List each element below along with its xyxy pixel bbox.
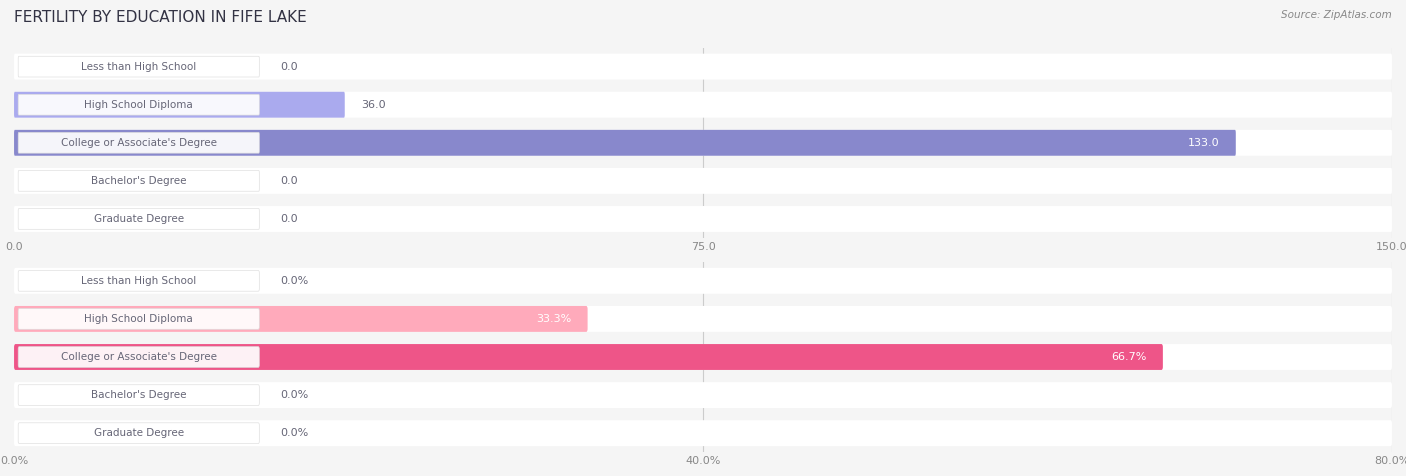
FancyBboxPatch shape	[18, 56, 259, 77]
Text: Graduate Degree: Graduate Degree	[94, 214, 184, 224]
Text: College or Associate's Degree: College or Associate's Degree	[60, 138, 217, 148]
Text: Source: ZipAtlas.com: Source: ZipAtlas.com	[1281, 10, 1392, 20]
Text: Bachelor's Degree: Bachelor's Degree	[91, 390, 187, 400]
Text: Graduate Degree: Graduate Degree	[94, 428, 184, 438]
FancyBboxPatch shape	[18, 308, 259, 329]
Text: 33.3%: 33.3%	[536, 314, 571, 324]
FancyBboxPatch shape	[18, 132, 259, 153]
FancyBboxPatch shape	[14, 92, 344, 118]
FancyBboxPatch shape	[18, 208, 259, 229]
FancyBboxPatch shape	[14, 130, 1236, 156]
Text: 66.7%: 66.7%	[1111, 352, 1146, 362]
FancyBboxPatch shape	[14, 420, 1392, 446]
Text: 133.0: 133.0	[1188, 138, 1219, 148]
FancyBboxPatch shape	[18, 94, 259, 115]
FancyBboxPatch shape	[14, 344, 1163, 370]
Text: 0.0%: 0.0%	[280, 428, 308, 438]
FancyBboxPatch shape	[14, 54, 1392, 79]
FancyBboxPatch shape	[18, 423, 259, 444]
FancyBboxPatch shape	[14, 268, 1392, 294]
Text: 0.0%: 0.0%	[280, 276, 308, 286]
Text: Bachelor's Degree: Bachelor's Degree	[91, 176, 187, 186]
Text: 0.0%: 0.0%	[280, 390, 308, 400]
FancyBboxPatch shape	[14, 306, 588, 332]
Text: Less than High School: Less than High School	[82, 276, 197, 286]
FancyBboxPatch shape	[14, 382, 1392, 408]
Text: FERTILITY BY EDUCATION IN FIFE LAKE: FERTILITY BY EDUCATION IN FIFE LAKE	[14, 10, 307, 25]
Text: College or Associate's Degree: College or Associate's Degree	[60, 352, 217, 362]
FancyBboxPatch shape	[14, 168, 1392, 194]
FancyBboxPatch shape	[18, 170, 259, 191]
Text: High School Diploma: High School Diploma	[84, 314, 193, 324]
Text: High School Diploma: High School Diploma	[84, 99, 193, 110]
Text: 0.0: 0.0	[280, 214, 298, 224]
Text: 0.0: 0.0	[280, 61, 298, 72]
FancyBboxPatch shape	[14, 130, 1392, 156]
FancyBboxPatch shape	[18, 347, 259, 367]
Text: 36.0: 36.0	[361, 99, 385, 110]
FancyBboxPatch shape	[14, 92, 1392, 118]
FancyBboxPatch shape	[14, 206, 1392, 232]
Text: 0.0: 0.0	[280, 176, 298, 186]
FancyBboxPatch shape	[18, 385, 259, 406]
FancyBboxPatch shape	[14, 344, 1392, 370]
Text: Less than High School: Less than High School	[82, 61, 197, 72]
FancyBboxPatch shape	[14, 306, 1392, 332]
FancyBboxPatch shape	[18, 270, 259, 291]
